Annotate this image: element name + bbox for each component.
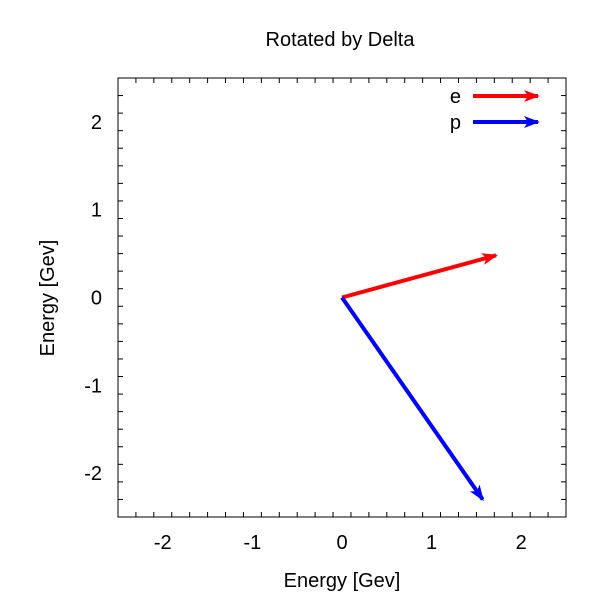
y-tick-label: 1 — [91, 200, 102, 222]
plot-frame — [117, 77, 567, 518]
legend-label-p: p — [450, 112, 461, 134]
x-tick-label: 2 — [516, 532, 527, 554]
vector-p — [340, 296, 485, 502]
x-tick-label: -2 — [154, 532, 172, 554]
x-tick-label: 1 — [426, 532, 437, 554]
x-tick-label: -1 — [244, 532, 262, 554]
vector-series — [340, 253, 499, 502]
vector-e — [341, 253, 499, 300]
x-axis-label: Energy [Gev] — [284, 570, 401, 592]
y-tick-label: -1 — [84, 375, 102, 397]
x-axis-ticks — [117, 78, 567, 517]
x-tick-label: 0 — [336, 532, 347, 554]
legend: ep — [450, 86, 540, 134]
x-axis-tick-labels: -2 -1 0 1 2 — [154, 532, 527, 554]
y-tick-label: -2 — [84, 463, 102, 485]
y-axis-label: Energy [Gev] — [37, 240, 59, 357]
y-tick-label: 0 — [91, 288, 102, 310]
legend-label-e: e — [450, 86, 461, 108]
y-axis-tick-labels: -2 -1 0 1 2 — [84, 112, 102, 485]
y-axis-ticks — [118, 77, 566, 518]
y-tick-label: 2 — [91, 112, 102, 134]
chart-title: Rotated by Delta — [266, 29, 416, 51]
